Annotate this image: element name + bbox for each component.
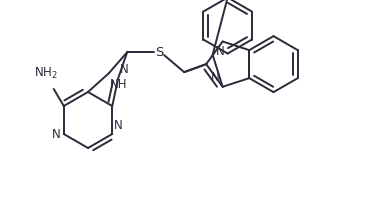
Text: N: N bbox=[216, 46, 225, 58]
Text: N: N bbox=[114, 119, 123, 132]
Text: S: S bbox=[155, 46, 163, 59]
Text: NH$_2$: NH$_2$ bbox=[34, 66, 58, 81]
Text: N: N bbox=[52, 128, 61, 141]
Text: N: N bbox=[211, 71, 220, 84]
Text: NH: NH bbox=[110, 78, 127, 91]
Text: N: N bbox=[120, 63, 129, 76]
